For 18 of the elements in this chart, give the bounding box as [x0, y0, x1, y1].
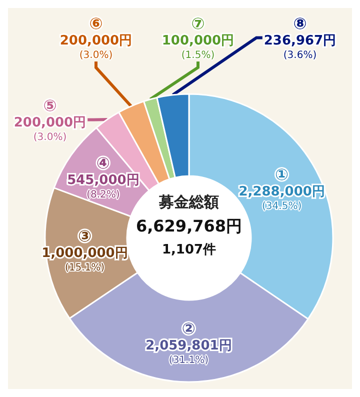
- slice-label: ②: [182, 319, 196, 338]
- data-label: 200,000円 (3.0%): [60, 34, 132, 61]
- slice-label: ①: [275, 164, 289, 184]
- slice-label: ⑧: [293, 14, 307, 33]
- data-label: 100,000円 (1.5%): [162, 34, 234, 61]
- data-label: 2,059,801円 (31.1%): [146, 338, 232, 366]
- data-label: 200,000円 (3.0%): [14, 116, 86, 143]
- slice-label: ④: [96, 153, 110, 172]
- slice-label: ⑦: [191, 14, 205, 33]
- slice-label: ⑥: [89, 14, 103, 33]
- slice-label: ③: [78, 226, 92, 246]
- text: 募金総額: [158, 193, 219, 211]
- data-label: 236,967円 (3.6%): [264, 34, 336, 61]
- text: 6,629,768円: [136, 216, 242, 236]
- data-label: 2,288,000円 (34.5%): [238, 184, 325, 212]
- data-label: 545,000円 (8.2%): [67, 172, 140, 200]
- text: 1,107件: [162, 242, 216, 258]
- slice-label: ⑤: [43, 96, 57, 115]
